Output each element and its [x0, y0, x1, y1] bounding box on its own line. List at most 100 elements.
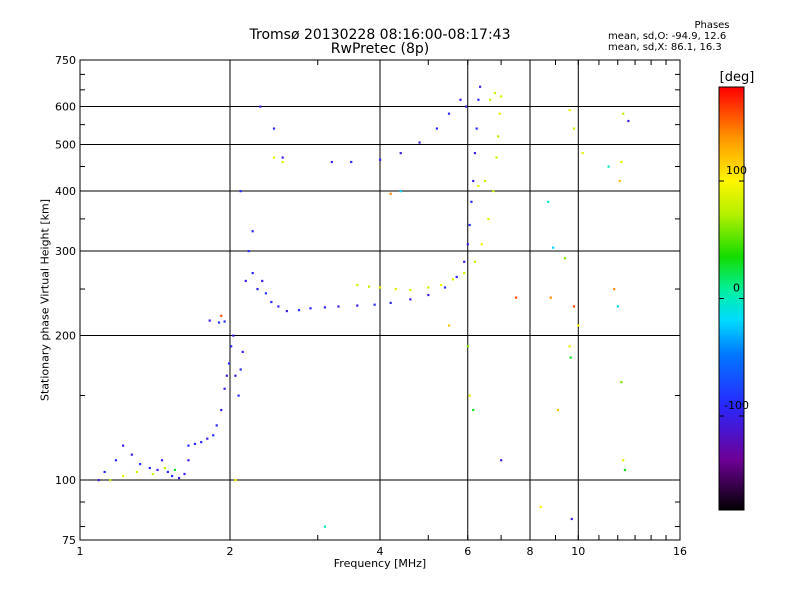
- colorbar-band: [719, 486, 744, 488]
- colorbar-band: [719, 222, 744, 224]
- x-tick-label: 4: [377, 545, 384, 558]
- colorbar-band: [719, 172, 744, 174]
- colorbar-band: [719, 147, 744, 149]
- colorbar-band: [719, 397, 744, 399]
- colorbar-band: [719, 226, 744, 228]
- data-point: [350, 160, 353, 164]
- colorbar-band: [719, 327, 744, 329]
- data-point: [244, 279, 247, 283]
- colorbar-band: [719, 237, 744, 239]
- data-point: [373, 303, 376, 306]
- data-point: [163, 466, 167, 470]
- colorbar-band: [719, 168, 744, 170]
- y-tick-label: 100: [55, 474, 76, 487]
- colorbar-band: [719, 229, 744, 231]
- data-point: [151, 472, 155, 476]
- colorbar-band: [719, 105, 744, 107]
- colorbar-band: [719, 303, 744, 305]
- colorbar-band: [719, 135, 744, 137]
- colorbar-band: [719, 335, 744, 337]
- colorbar-band: [719, 315, 744, 317]
- data-point: [492, 190, 495, 193]
- colorbar-band: [719, 342, 744, 344]
- colorbar-band: [719, 466, 744, 468]
- colorbar-band: [719, 497, 744, 499]
- colorbar-band: [719, 119, 744, 121]
- data-point: [459, 98, 462, 101]
- data-point: [173, 468, 177, 472]
- data-point: [356, 283, 359, 287]
- data-point: [500, 95, 503, 98]
- x-tick-label: 6: [464, 545, 471, 558]
- x-tick-label: 2: [227, 545, 234, 558]
- data-point: [451, 278, 455, 281]
- colorbar-band: [719, 116, 744, 118]
- colorbar-band: [719, 430, 744, 432]
- colorbar-band: [719, 127, 744, 129]
- colorbar-band: [719, 348, 744, 350]
- data-point: [455, 275, 458, 279]
- colorbar-band: [719, 100, 744, 102]
- colorbar-band: [719, 128, 744, 130]
- colorbar-band: [719, 169, 744, 171]
- data-point: [549, 296, 552, 299]
- colorbar-band: [719, 187, 744, 189]
- colorbar-band: [719, 224, 744, 226]
- colorbar-band: [719, 191, 744, 193]
- colorbar-band: [719, 339, 744, 341]
- data-point: [264, 292, 268, 295]
- colorbar-band: [719, 343, 744, 345]
- data-point: [622, 459, 625, 462]
- data-point: [285, 309, 288, 313]
- colorbar-band: [719, 130, 744, 132]
- colorbar-band: [719, 276, 744, 278]
- colorbar-band: [719, 133, 744, 135]
- colorbar-band: [719, 477, 744, 479]
- data-point: [379, 286, 382, 289]
- plot-grid: [80, 60, 680, 540]
- colorbar-tick-label: 0: [733, 282, 740, 295]
- colorbar-band: [719, 272, 744, 274]
- data-point: [399, 152, 402, 155]
- colorbar-band: [719, 349, 744, 351]
- colorbar-band: [719, 202, 744, 204]
- colorbar-band: [719, 480, 744, 482]
- data-point: [607, 165, 610, 168]
- colorbar-band: [719, 461, 744, 463]
- colorbar-band: [719, 396, 744, 398]
- data-point: [272, 156, 276, 159]
- data-point: [620, 381, 623, 384]
- data-point: [200, 441, 203, 444]
- colorbar-band: [719, 261, 744, 263]
- colorbar-band: [719, 481, 744, 483]
- data-point: [139, 462, 142, 466]
- data-point: [399, 190, 402, 193]
- data-point: [220, 408, 223, 412]
- colorbar-band: [719, 108, 744, 110]
- data-point: [187, 459, 190, 462]
- data-point: [493, 92, 497, 95]
- colorbar-band: [719, 320, 744, 322]
- data-point: [472, 179, 475, 183]
- colorbar-band: [719, 421, 744, 423]
- colorbar-band: [719, 244, 744, 246]
- colorbar-band: [719, 131, 744, 133]
- colorbar-tick-label: 100: [726, 164, 747, 177]
- y-tick-label: 600: [55, 101, 76, 114]
- colorbar-band: [719, 160, 744, 162]
- data-point: [409, 298, 412, 301]
- colorbar-band: [719, 221, 744, 223]
- colorbar-band: [719, 293, 744, 295]
- colorbar-band: [719, 156, 744, 158]
- x-tick-label: 10: [571, 545, 585, 558]
- colorbar-band: [719, 313, 744, 315]
- colorbar-band: [719, 386, 744, 388]
- data-point: [473, 152, 477, 155]
- colorbar-band: [719, 176, 744, 178]
- colorbar-band: [719, 274, 744, 276]
- colorbar-band: [719, 304, 744, 306]
- colorbar-tick-label: -100: [724, 399, 749, 412]
- colorbar-band: [719, 107, 744, 109]
- colorbar-band: [719, 238, 744, 240]
- colorbar-band: [719, 192, 744, 194]
